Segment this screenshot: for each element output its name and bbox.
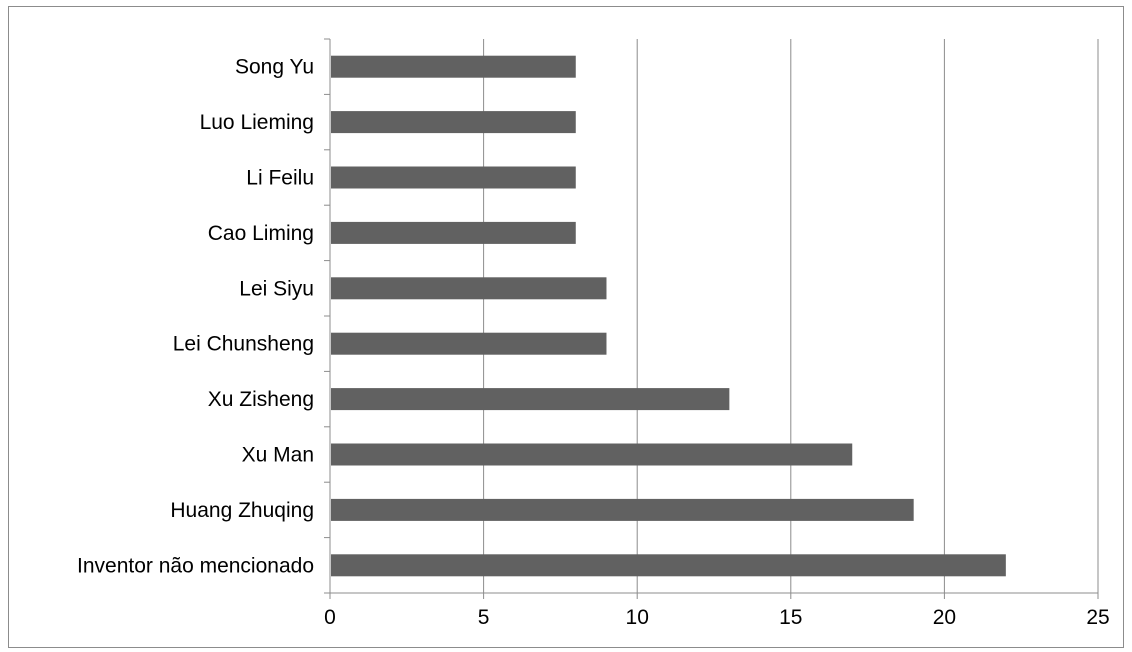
x-tick-label: 20 <box>933 606 956 629</box>
category-label: Lei Chunsheng <box>173 333 314 356</box>
axes <box>324 38 1099 599</box>
category-label: Cao Liming <box>208 222 314 245</box>
bar <box>331 111 576 134</box>
x-tick-label: 25 <box>1086 606 1109 629</box>
x-tick-label: 15 <box>779 606 802 629</box>
x-tick-label: 5 <box>478 606 490 629</box>
bar <box>331 388 730 411</box>
category-label: Lei Siyu <box>239 277 314 300</box>
category-label: Xu Man <box>242 444 314 467</box>
bar-chart: 0 5 10 15 20 25 Inventor não mencionado Huang Z… <box>77 38 1110 629</box>
bars <box>331 55 1006 577</box>
bar <box>331 277 607 300</box>
category-label: Song Yu <box>235 56 314 79</box>
category-label: Luo Lieming <box>200 111 314 134</box>
x-tick-label: 10 <box>626 606 649 629</box>
bar <box>331 55 576 78</box>
chart-frame: 0 5 10 15 20 25 Inventor não mencionado Huang Z… <box>8 6 1124 648</box>
category-label: Li Feilu <box>246 167 314 190</box>
bar <box>331 166 576 189</box>
labels: 0 5 10 15 20 25 Inventor não mencionado Huang Z… <box>77 56 1110 629</box>
bar <box>331 554 1006 577</box>
bar <box>331 332 607 355</box>
category-label: Huang Zhuqing <box>170 499 314 522</box>
category-label: Xu Zisheng <box>208 388 314 411</box>
category-label: Inventor não mencionado <box>77 554 314 577</box>
bar <box>331 498 914 521</box>
x-tick-label: 0 <box>324 606 336 629</box>
bar <box>331 221 576 244</box>
bar <box>331 443 853 466</box>
